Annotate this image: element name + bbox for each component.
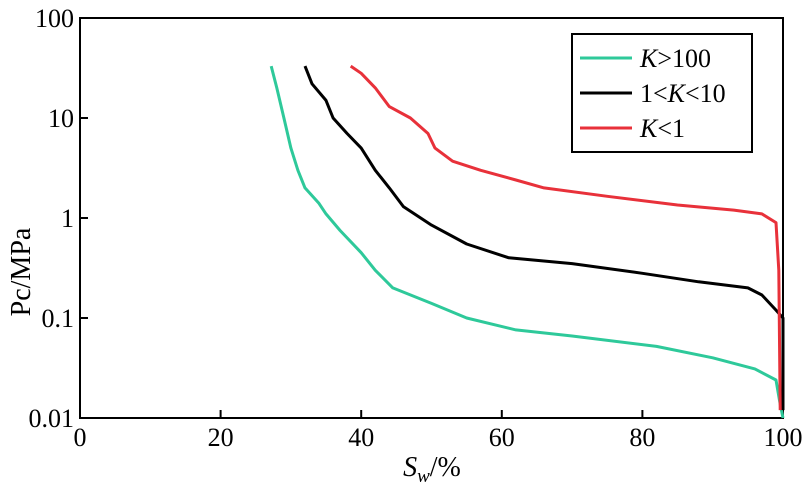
x-tick-label: 100 <box>764 423 803 452</box>
y-axis-title: Pc/MPa <box>6 227 37 316</box>
y-tick-label: 10 <box>48 104 74 133</box>
legend: K>100 1<K<10 K<1 <box>571 33 753 153</box>
x-tick-label: 60 <box>489 423 515 452</box>
x-axis-title: Sw/% <box>403 452 461 487</box>
series-line-1 <box>269 65 785 419</box>
x-tick-label: 0 <box>74 423 87 452</box>
y-axis: 0.01 0.1 1 10 100 <box>29 4 88 433</box>
x-axis-title-sub: w <box>417 466 430 487</box>
legend-label: 1<K<10 <box>640 79 726 108</box>
x-tick-label: 20 <box>208 423 234 452</box>
x-axis-title-unit: /% <box>430 452 461 483</box>
y-tick-label: 0.1 <box>42 304 75 333</box>
legend-label: K<1 <box>639 114 685 143</box>
y-tick-label: 0.01 <box>29 404 75 433</box>
x-tick-label: 40 <box>348 423 374 452</box>
x-axis: 0 20 40 60 80 100 <box>74 410 803 452</box>
x-tick-label: 80 <box>629 423 655 452</box>
series-line-3 <box>349 64 782 411</box>
series-lines <box>269 64 785 419</box>
legend-label: K>100 <box>639 44 711 73</box>
series-line-2 <box>303 65 785 411</box>
x-axis-title-main: S <box>403 452 417 483</box>
y-tick-label: 1 <box>61 204 74 233</box>
y-tick-label: 100 <box>35 4 74 33</box>
